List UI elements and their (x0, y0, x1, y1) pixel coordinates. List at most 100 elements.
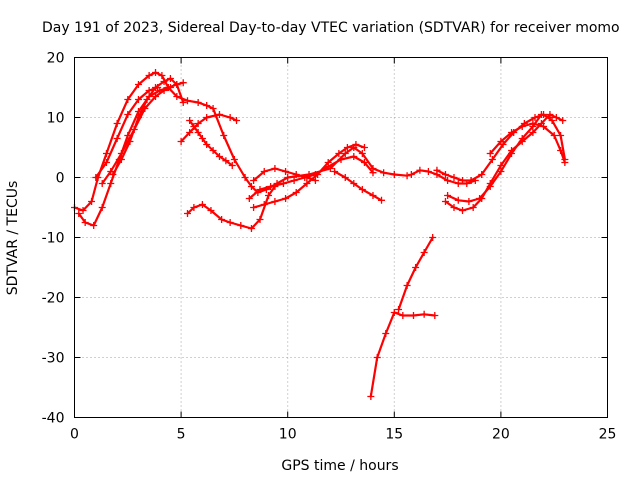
data-point (352, 141, 360, 148)
data-point (444, 192, 452, 199)
data-point (194, 99, 202, 106)
data-point (557, 132, 565, 139)
data-point (143, 96, 151, 103)
data-point (399, 312, 407, 319)
data-point (454, 180, 462, 187)
data-point (412, 264, 420, 271)
y-tick-label: 0 (56, 171, 65, 187)
data-point (343, 144, 351, 151)
series-line (101, 86, 172, 185)
series-arc-6 (177, 111, 241, 145)
data-point (145, 72, 153, 79)
data-point (177, 138, 185, 145)
data-point (454, 196, 462, 204)
data-point (209, 147, 217, 154)
data-point (531, 114, 539, 121)
data-point (113, 120, 121, 127)
data-point (382, 330, 390, 337)
data-point (369, 192, 377, 199)
data-point (497, 138, 505, 145)
data-point (183, 97, 191, 105)
data-point (107, 180, 115, 187)
data-point (237, 222, 245, 229)
series-arc-11 (331, 168, 386, 204)
data-point (373, 354, 381, 361)
data-point (218, 216, 226, 223)
data-point (420, 249, 428, 256)
data-point (420, 310, 428, 318)
grid-layer (74, 57, 608, 418)
data-point (267, 183, 275, 190)
data-point (117, 156, 125, 163)
data-point (207, 207, 215, 214)
y-tick-label: -40 (42, 411, 65, 427)
data-point (215, 111, 223, 118)
data-point (203, 141, 211, 148)
data-point (98, 204, 106, 211)
data-point (561, 159, 569, 166)
data-point (166, 75, 174, 82)
data-point (247, 183, 255, 190)
data-point (203, 102, 211, 109)
data-point (75, 210, 83, 217)
data-point (290, 177, 298, 184)
series-arc-14 (395, 234, 437, 313)
series-arc-13 (367, 309, 439, 400)
data-point (341, 174, 349, 181)
data-point (529, 120, 537, 127)
series-arc-19 (486, 120, 569, 166)
x-axis-label: GPS time / hours (281, 458, 398, 474)
series-arc-12 (250, 165, 319, 184)
data-point (145, 87, 153, 94)
data-point (441, 198, 449, 205)
data-point (360, 144, 368, 151)
data-point (271, 198, 279, 205)
data-point (486, 183, 494, 190)
data-point (194, 129, 202, 136)
data-point (369, 169, 377, 177)
data-point (331, 168, 339, 175)
data-point (190, 204, 198, 211)
data-point (282, 168, 290, 175)
x-tick-label: 25 (599, 427, 617, 443)
data-point (113, 135, 121, 142)
data-point (256, 216, 264, 223)
data-point (260, 168, 268, 175)
data-point (450, 204, 458, 211)
data-point (222, 157, 230, 165)
series-arc-4 (98, 84, 174, 187)
data-point (552, 114, 560, 121)
data-point (247, 225, 255, 232)
data-point (358, 150, 366, 157)
series-line (333, 170, 383, 202)
data-point (134, 114, 142, 121)
data-point (441, 171, 449, 178)
data-point (459, 207, 467, 214)
data-point (429, 234, 437, 241)
data-point (433, 166, 441, 174)
series-arc-20 (433, 166, 475, 184)
series-line (73, 71, 409, 212)
data-point (198, 135, 206, 142)
data-point (303, 180, 311, 187)
data-point (557, 147, 565, 154)
data-point (431, 312, 439, 319)
data-point (179, 99, 187, 106)
data-point (335, 150, 343, 157)
data-point (226, 114, 234, 121)
series-arc-9 (245, 153, 377, 202)
data-point (260, 201, 268, 208)
data-point (245, 195, 253, 202)
data-point (341, 150, 349, 157)
y-tick-label: -30 (42, 351, 65, 367)
data-point (416, 166, 424, 174)
data-point (403, 282, 411, 289)
data-point (88, 198, 96, 205)
data-point (478, 171, 486, 178)
data-point (497, 168, 505, 175)
series-arc-8 (183, 183, 279, 232)
data-point (79, 207, 87, 214)
data-point (508, 129, 516, 136)
data-point (81, 219, 89, 226)
